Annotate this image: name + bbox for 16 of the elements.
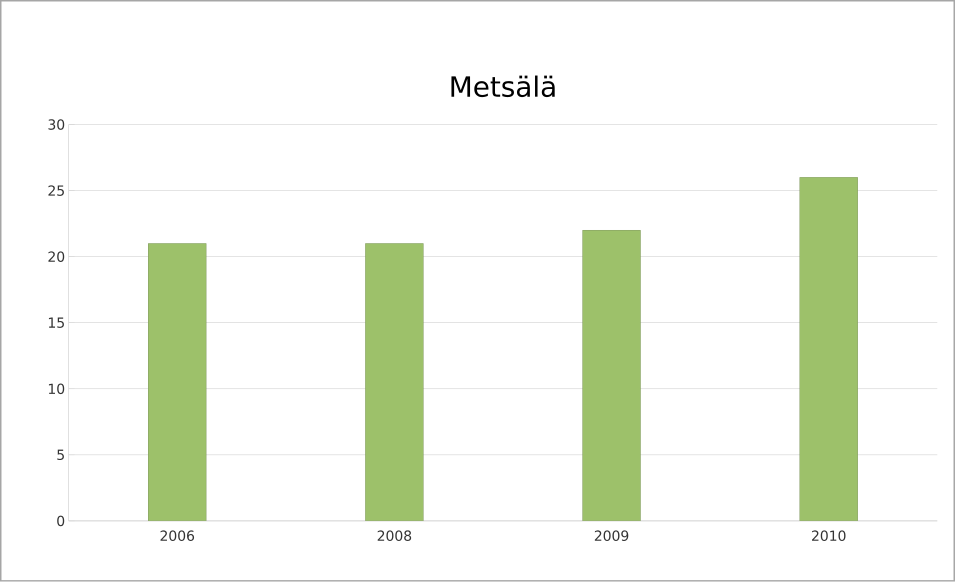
x-tick-label: 2008 [378, 530, 412, 542]
y-tick-label: 5 [57, 450, 64, 460]
y-tick-label: 30 [48, 119, 64, 130]
y-tick-label: 10 [48, 384, 64, 394]
x-tick-label: 2010 [812, 530, 846, 542]
bar [148, 243, 206, 522]
x-tick-label: 2006 [160, 530, 194, 542]
chart-title: Metsälä [451, 76, 555, 98]
y-tick-label: 0 [57, 516, 64, 526]
x-tick-label: 2009 [594, 530, 628, 542]
y-tick-label: 20 [48, 252, 64, 262]
y-tick-label: 25 [48, 186, 64, 196]
y-tick-label: 15 [48, 318, 64, 328]
bar [582, 230, 641, 522]
bar [365, 243, 424, 522]
bar [800, 177, 858, 522]
